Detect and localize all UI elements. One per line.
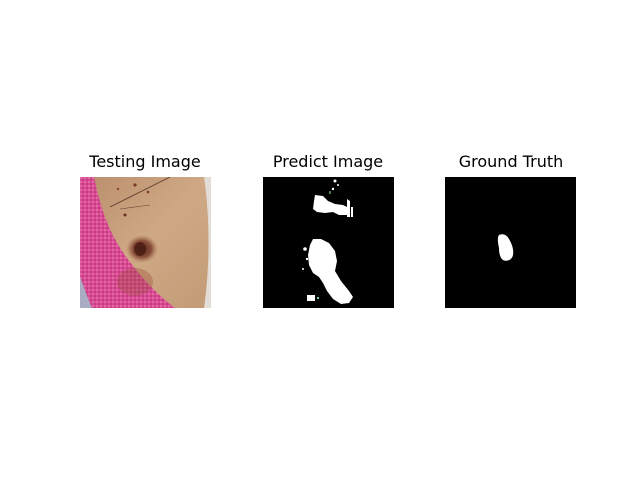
ground-truth-image: [445, 177, 576, 308]
predict-image-title: Predict Image: [248, 152, 408, 172]
testing-image-picture: [80, 177, 211, 308]
predict-image: [263, 177, 394, 308]
testing-image-title: Testing Image: [65, 152, 225, 172]
ground-truth-title: Ground Truth: [431, 152, 591, 172]
ground-truth-mask-picture: [445, 177, 576, 308]
predict-mask-picture: [263, 177, 394, 308]
testing-image: [80, 177, 211, 308]
